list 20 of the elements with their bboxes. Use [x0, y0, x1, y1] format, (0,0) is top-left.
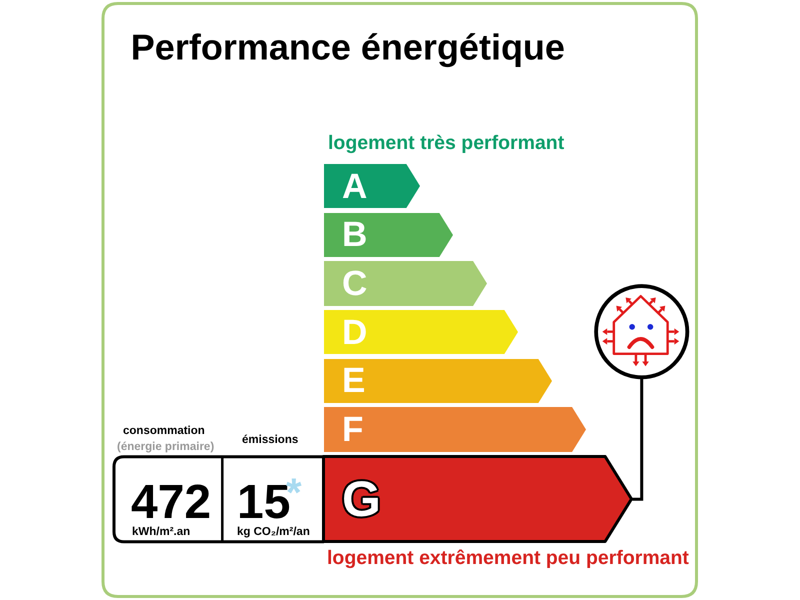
y-tick-label: A — [342, 167, 368, 206]
chart-title: Performance énergétique — [130, 26, 565, 68]
bar — [324, 407, 586, 452]
text: émissions — [242, 434, 298, 446]
text: kWh/m².an — [132, 526, 190, 538]
bar — [324, 310, 518, 354]
text: (énergie primaire) — [117, 441, 214, 453]
text: logement extrêmement peu performant — [327, 547, 690, 569]
bar — [324, 213, 453, 257]
y-tick-label: C — [342, 264, 368, 303]
y-tick-label: F — [342, 410, 364, 449]
y-tick-label: G — [342, 471, 381, 527]
bar — [324, 359, 552, 403]
y-tick-label: D — [342, 313, 368, 352]
bar — [324, 261, 487, 306]
text: logement très performant — [328, 132, 565, 154]
text: kg CO₂/m²/an — [237, 526, 310, 538]
y-tick-label: B — [342, 215, 368, 254]
text: consommation — [123, 425, 205, 437]
y-tick-label: E — [342, 361, 366, 400]
